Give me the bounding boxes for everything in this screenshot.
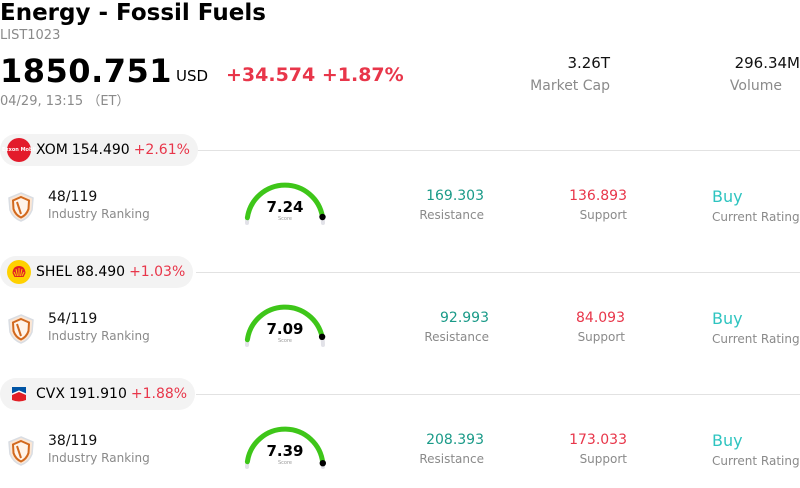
support-label: Support (579, 452, 627, 466)
resistance-value: 208.393 (426, 432, 484, 448)
stock-pill-xom[interactable]: Exxon Mobil XOM 154.490 +2.61% (0, 134, 198, 166)
timestamp: 04/29, 13:15 （ET） (0, 94, 130, 109)
support-label: Support (577, 330, 625, 344)
resistance-label: Resistance (419, 452, 484, 466)
score-value: 7.39 (266, 442, 304, 460)
index-price: 1850.751 (0, 52, 173, 90)
support-value: 84.093 (576, 310, 625, 326)
page-title: Energy - Fossil Fuels (0, 0, 266, 26)
score-value: 7.24 (266, 198, 304, 216)
shell-logo (7, 260, 31, 284)
currency-label: USD (176, 67, 209, 85)
support-value: 173.033 (569, 432, 627, 448)
industry-rank: 38/119 (48, 433, 98, 449)
score-label: Score (277, 216, 292, 222)
rating-buy-link[interactable]: Buy (712, 187, 743, 206)
stock-row-xom: Exxon Mobil XOM 154.490 +2.61% 48/119 In… (0, 134, 800, 256)
stock-change: +1.88% (130, 386, 188, 402)
support-value: 136.893 (569, 188, 627, 204)
list-code: LIST1023 (0, 28, 61, 43)
market-cap-label: Market Cap (530, 78, 610, 94)
rating-buy-link[interactable]: Buy (712, 431, 743, 450)
score-label: Score (277, 338, 292, 344)
market-cap-value: 3.26T (567, 54, 610, 72)
stock-row-shel: SHEL 88.490 +1.03% 54/119 Industry Ranki… (0, 256, 800, 378)
score-label: Score (277, 460, 292, 466)
stock-ticker: SHEL (36, 264, 73, 280)
current-rating-label: Current Rating (712, 210, 800, 224)
stock-pill-shel[interactable]: SHEL 88.490 +1.03% (0, 256, 194, 288)
industry-ranking-label: Industry Ranking (48, 451, 150, 465)
volume-label: Volume (729, 78, 782, 94)
resistance-value: 169.303 (426, 188, 484, 204)
stock-ticker: XOM (36, 142, 68, 158)
stock-pill-cvx[interactable]: CVX 191.910 +1.88% (0, 378, 196, 410)
stock-change: +2.61% (133, 142, 190, 158)
divider (196, 272, 800, 273)
score-value: 7.09 (266, 320, 304, 338)
score-gauge (244, 304, 326, 347)
stock-ticker: CVX (36, 386, 65, 402)
stock-change: +1.03% (129, 264, 186, 280)
industry-rank: 54/119 (48, 311, 98, 327)
rating-buy-link[interactable]: Buy (712, 309, 743, 328)
resistance-label: Resistance (419, 208, 484, 222)
ranking-shield-icon (8, 314, 34, 344)
exxon-mobil-logo: Exxon Mobil (2, 138, 36, 162)
current-rating-label: Current Rating (712, 454, 800, 468)
chevron-logo (7, 382, 31, 406)
ranking-shield-icon (8, 436, 34, 466)
industry-ranking-label: Industry Ranking (48, 207, 150, 221)
stock-price: 154.490 (71, 142, 130, 158)
stock-price: 88.490 (76, 264, 126, 280)
resistance-label: Resistance (424, 330, 489, 344)
volume-value: 296.34M (734, 54, 800, 72)
divider (196, 150, 800, 151)
ranking-shield-icon (8, 192, 34, 222)
stock-price: 191.910 (68, 386, 127, 402)
current-rating-label: Current Rating (712, 332, 800, 346)
stock-row-cvx: CVX 191.910 +1.88% 38/119 Industry Ranki… (0, 378, 800, 488)
divider (196, 394, 800, 395)
resistance-value: 92.993 (440, 310, 489, 326)
industry-rank: 48/119 (48, 189, 98, 205)
support-label: Support (579, 208, 627, 222)
score-gauge (244, 182, 326, 225)
price-change: +34.574 +1.87% (226, 64, 404, 86)
score-gauge (244, 426, 326, 469)
industry-ranking-label: Industry Ranking (48, 329, 150, 343)
